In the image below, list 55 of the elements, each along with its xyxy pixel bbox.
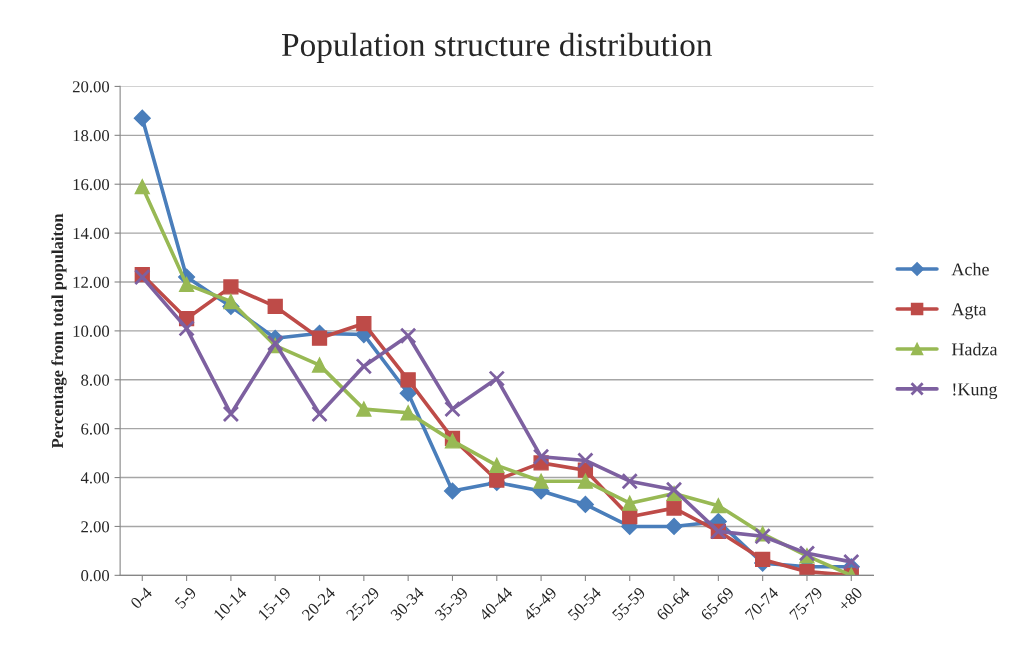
point [356, 315, 372, 332]
point [533, 473, 549, 489]
y-tick-label: 12.00 [73, 276, 110, 289]
y-tick-label: 14.00 [73, 227, 110, 240]
point [311, 330, 328, 346]
y-tick-label: 8.00 [81, 374, 110, 386]
y-tick-label: 0.00 [81, 570, 110, 582]
point [577, 473, 594, 489]
point [178, 276, 195, 293]
legend-label: !Kung [953, 383, 998, 400]
point [400, 372, 416, 388]
y-tick-label: 2.00 [81, 521, 110, 533]
point [489, 457, 505, 473]
legend-label: Ache [951, 262, 989, 276]
point [133, 109, 151, 127]
point [223, 293, 239, 310]
y-tick-label: 10.00 [73, 325, 110, 337]
point [267, 298, 283, 315]
point [755, 551, 771, 568]
point [399, 327, 417, 345]
legend-label: Hadza [951, 342, 998, 356]
point [577, 452, 594, 469]
point [666, 500, 682, 516]
x-tick-label: 0-4 [129, 586, 153, 610]
y-tick-label: 20.00 [72, 81, 110, 93]
y-tick-label: 18.00 [73, 130, 110, 142]
x-tick-label: +80 [837, 586, 863, 612]
point [665, 517, 683, 536]
y-tick-label: 16.00 [73, 178, 110, 191]
point [532, 448, 550, 466]
point [710, 498, 726, 514]
point [222, 405, 240, 423]
point [356, 401, 372, 417]
point [842, 553, 860, 571]
y-axis-title: Percentage from total populaiton [51, 213, 67, 449]
point [489, 472, 505, 488]
point [311, 357, 328, 373]
point [134, 179, 150, 195]
y-tick-label: 4.00 [80, 472, 110, 484]
y-tick-label: 6.00 [81, 423, 110, 435]
chart-title: Population structure distribution [282, 32, 712, 63]
point [444, 400, 461, 418]
point [178, 320, 195, 337]
point [311, 405, 328, 423]
point [400, 405, 416, 421]
point [799, 564, 815, 576]
point [443, 482, 462, 500]
point [622, 495, 638, 511]
x-tick-label: 5-9 [174, 586, 197, 610]
point [355, 358, 373, 375]
point [488, 370, 506, 387]
point [576, 495, 594, 514]
point [223, 279, 239, 295]
legend-label: Agta [951, 303, 987, 320]
point [621, 472, 639, 490]
